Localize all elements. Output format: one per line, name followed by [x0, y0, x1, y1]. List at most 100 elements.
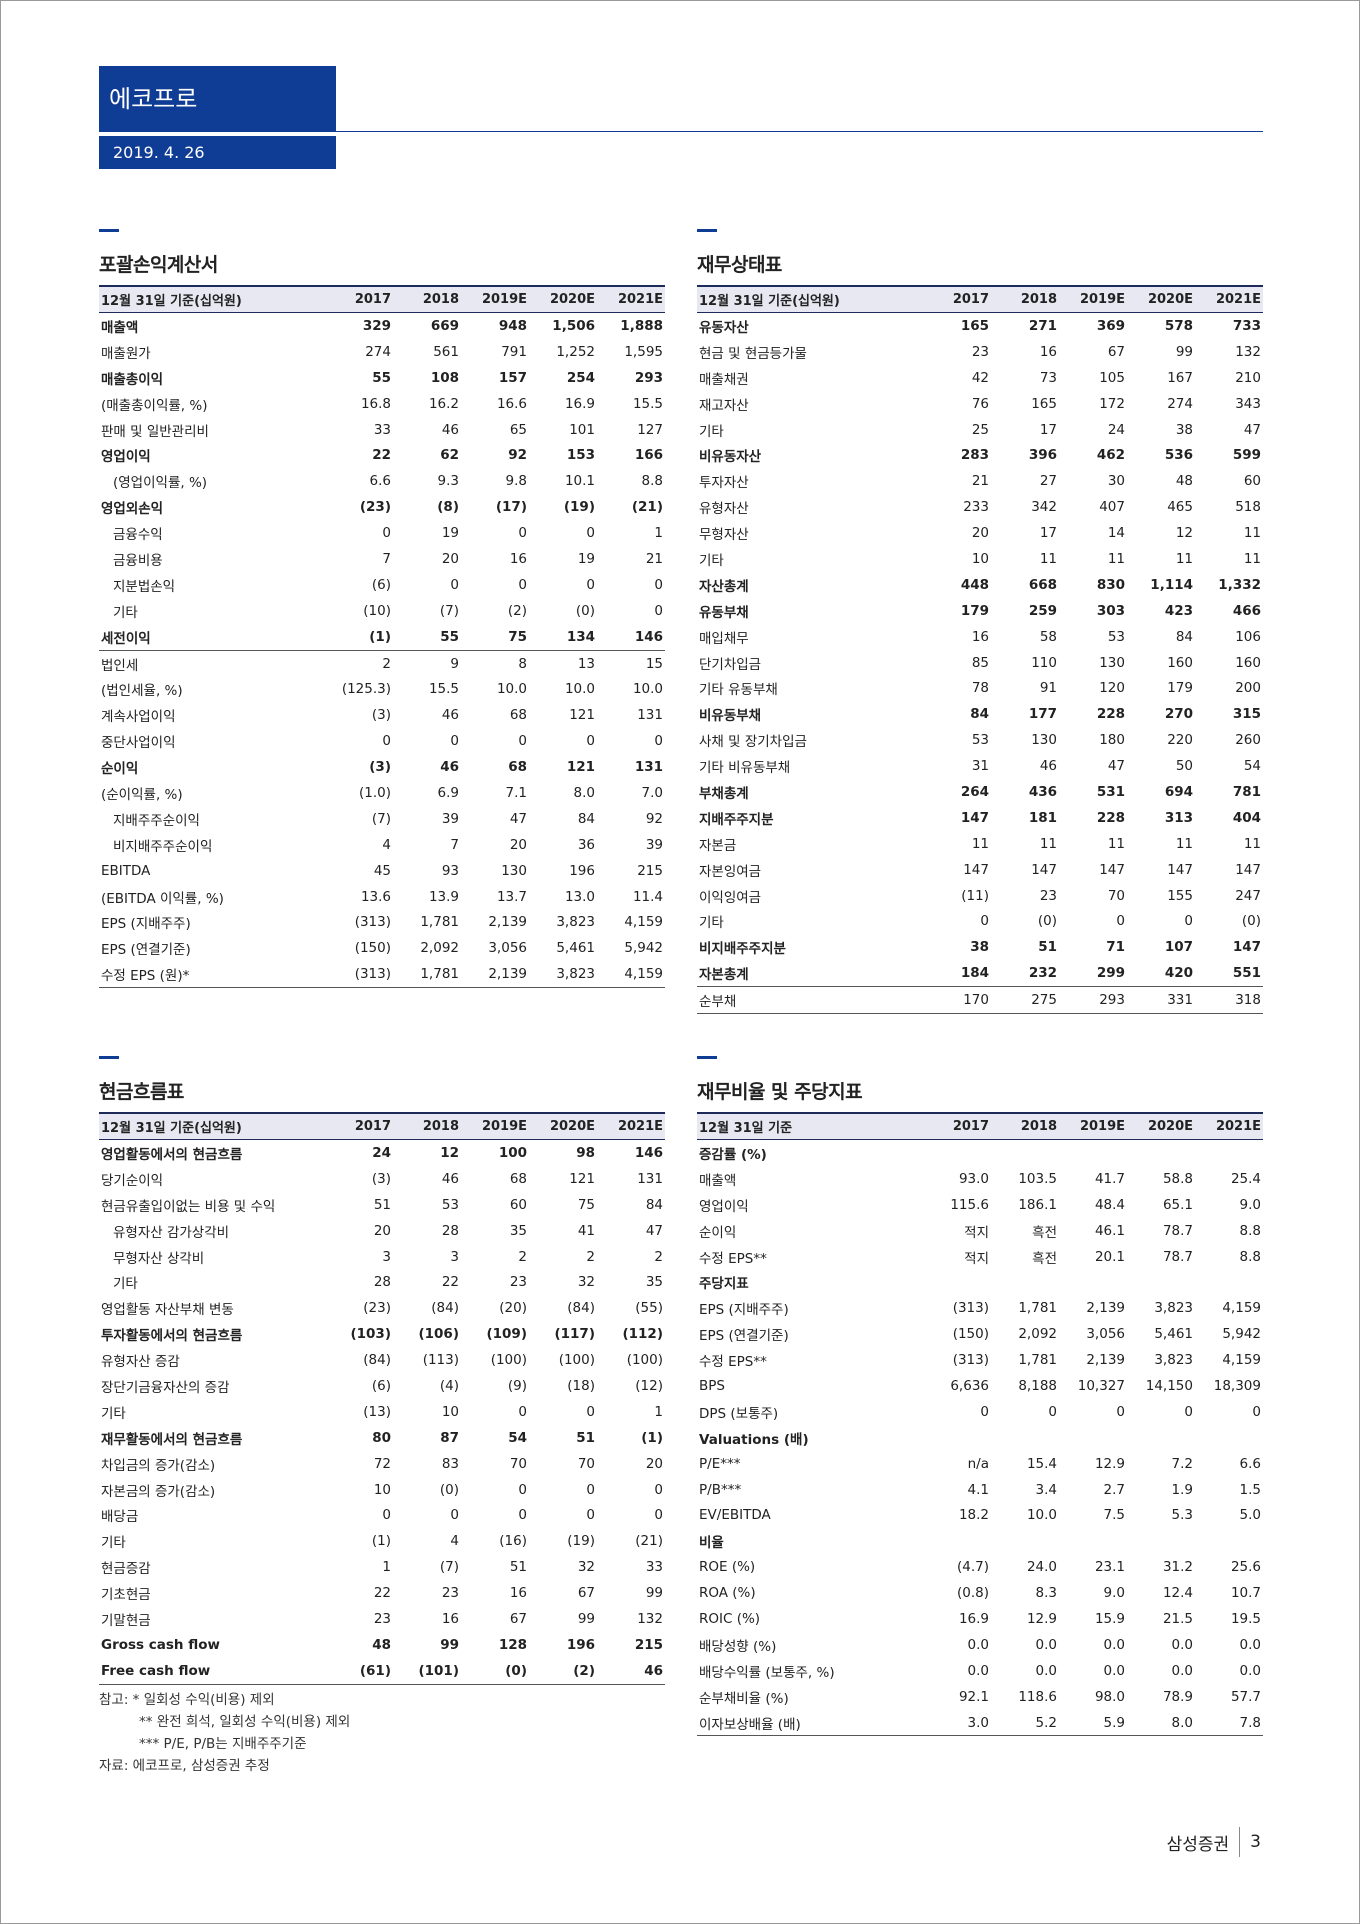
cell: (0) [1037, 913, 1057, 930]
table-row: 현금증감 1 (7) 51 32 33 [99, 1554, 665, 1580]
cell: 9.0 [1103, 1585, 1125, 1602]
table-row: 사채 및 장기차입금 53 130 180 220 260 [697, 727, 1263, 753]
row-label: EPS (지배주주) [699, 1302, 789, 1319]
cell: 0 [1252, 1403, 1261, 1420]
cell: 179 [960, 602, 989, 619]
cell: 536 [1164, 447, 1193, 464]
cell: 0 [654, 602, 663, 619]
row-label: 지배주주지분 [699, 811, 774, 828]
cell: 147 [1167, 861, 1193, 878]
cell: 147 [1232, 939, 1261, 956]
cell: 11 [1243, 835, 1261, 852]
cell: 92.1 [958, 1688, 989, 1705]
cell: 293 [1059, 986, 1127, 1015]
cell: 25.6 [1230, 1559, 1261, 1576]
column-header: 2017 [325, 285, 393, 313]
cell: 196 [566, 1636, 595, 1653]
cell: 33 [645, 1559, 663, 1576]
cell: 3,056 [488, 940, 527, 957]
cell: 3,056 [1086, 1326, 1125, 1343]
table-head: 12월 31일 기준(십억원) 2017 2018 2019E 2020E 2021E [697, 285, 1263, 313]
cell: 130 [1099, 654, 1125, 671]
row-label: 비지배주주지분 [699, 941, 786, 958]
cell: 146 [634, 1144, 663, 1161]
column-header: 2017 [325, 1112, 393, 1140]
row-label: 순부채비율 (%) [699, 1690, 789, 1707]
table-row: 매출원가 274 561 791 1,252 1,595 [99, 339, 665, 365]
cell: 313 [1164, 809, 1193, 826]
cell: 흑전 [1032, 1250, 1057, 1267]
cell: 5.9 [1059, 1709, 1127, 1737]
cell: 0.0 [967, 1662, 989, 1679]
cell: 247 [1235, 887, 1261, 904]
cell: 0 [586, 1403, 595, 1420]
column-header: 12월 31일 기준(십억원) [99, 1112, 325, 1140]
table-row: 배당금 0 0 0 0 0 [99, 1502, 665, 1528]
row-label: 법인세 [99, 649, 325, 677]
row-label: ROIC (%) [699, 1610, 761, 1627]
cell: 38 [970, 939, 989, 956]
cell: 적지 [964, 1250, 989, 1267]
cell: 19 [441, 525, 459, 542]
table-row: ROA (%) (0.8) 8.3 9.0 12.4 10.7 [697, 1580, 1263, 1606]
cell: (100) [490, 1352, 527, 1369]
cell: 130 [1031, 732, 1057, 749]
row-label: 배당수익률 (보통주, %) [699, 1664, 835, 1681]
cell: 186.1 [1018, 1196, 1057, 1213]
cell: 23 [1039, 887, 1057, 904]
cell: 0 [518, 525, 527, 542]
cell: (11) [961, 887, 989, 904]
cell: 62 [440, 447, 459, 464]
row-label: 자본잉여금 [699, 863, 762, 880]
table-row: 순이익 적지 흑전 46.1 78.7 8.8 [697, 1218, 1263, 1244]
cell: (12) [635, 1377, 663, 1394]
cell: 5,942 [624, 940, 663, 957]
cell: (13) [363, 1403, 391, 1420]
cell: (23) [359, 499, 391, 516]
cell: 75 [577, 1196, 595, 1213]
row-label: 기타 [101, 1535, 126, 1552]
cell: 21 [645, 550, 663, 567]
cell: 24.0 [1026, 1559, 1057, 1576]
cell: 98 [576, 1144, 595, 1161]
cell: 51 [373, 1196, 391, 1213]
cell: 0 [980, 1403, 989, 1420]
cell: 72 [373, 1455, 391, 1472]
cell: 22 [373, 1585, 391, 1602]
cell: 1 [654, 1403, 663, 1420]
section-title: 재무상태표 [697, 254, 782, 276]
cell: 10 [441, 1403, 459, 1420]
cell: 16 [1039, 343, 1057, 360]
cell: 6.6 [369, 473, 391, 490]
row-label: 매출액 [699, 1172, 737, 1189]
section-title: 포괄손익계산서 [99, 254, 218, 276]
cell: 396 [1028, 447, 1057, 464]
row-label: 비유동자산 [699, 449, 762, 466]
cell: 7.0 [641, 784, 663, 801]
cell: 48 [1175, 473, 1193, 490]
cell: 264 [960, 783, 989, 800]
cell: 33 [373, 421, 391, 438]
cell: 16.6 [496, 395, 527, 412]
row-label: 기타 [113, 604, 138, 621]
cell: 127 [637, 421, 663, 438]
row-label: 금융비용 [113, 552, 163, 569]
table-row: 금융비용 7 20 16 19 21 [99, 546, 665, 572]
column-header: 12월 31일 기준(십억원) [697, 285, 923, 313]
row-label: 기말현금 [101, 1612, 151, 1629]
cell: (23) [363, 1300, 391, 1317]
section-marker [697, 229, 717, 232]
table-row: 증감률 (%) [697, 1140, 1263, 1166]
cell: 6.9 [437, 784, 459, 801]
column-header: 2019E [1059, 285, 1127, 313]
cell: 31.2 [1162, 1559, 1193, 1576]
row-label: 매출총이익 [101, 371, 164, 388]
column-header: 2018 [991, 285, 1059, 313]
cell: (84) [363, 1352, 391, 1369]
section: 재무상태표 12월 31일 기준(십억원) 2017 2018 2019E 2020E 20… [697, 229, 1263, 1015]
cell: 465 [1167, 499, 1193, 516]
row-label: 현금증감 [101, 1561, 151, 1578]
row-label: 매입채무 [699, 630, 749, 647]
row-label: 영업활동 자산부채 변동 [101, 1302, 234, 1319]
cell: 25.4 [1230, 1170, 1261, 1187]
